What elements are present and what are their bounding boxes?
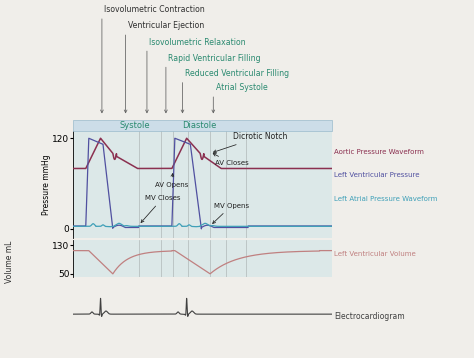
Text: Electrocardiogram: Electrocardiogram [334,312,405,321]
Text: Isovolumetric Contraction: Isovolumetric Contraction [104,5,205,14]
Text: Atrial Systole: Atrial Systole [216,83,267,92]
Text: AV Opens: AV Opens [155,174,188,188]
Text: Left Ventricular Volume: Left Ventricular Volume [334,251,416,257]
Text: Aortic Pressure Waveform: Aortic Pressure Waveform [334,149,424,155]
Text: Left Atrial Pressure Waveform: Left Atrial Pressure Waveform [334,196,438,202]
Text: Reduced Ventricular Filling: Reduced Ventricular Filling [185,69,289,78]
Text: Volume mL: Volume mL [5,240,14,282]
Text: MV Closes: MV Closes [141,195,180,222]
Text: MV Opens: MV Opens [213,203,249,223]
Text: Ventricular Ejection: Ventricular Ejection [128,21,204,30]
Text: Isovolumetric Relaxation: Isovolumetric Relaxation [149,38,246,47]
Text: AV Closes: AV Closes [213,154,249,166]
Text: Rapid Ventricular Filling: Rapid Ventricular Filling [168,54,261,63]
Y-axis label: Pressure mmHg: Pressure mmHg [42,154,51,215]
Text: Dicrotic Notch: Dicrotic Notch [213,132,288,153]
Text: Left Ventricular Pressure: Left Ventricular Pressure [334,173,419,178]
Text: Diastole: Diastole [182,121,216,130]
Text: Systole: Systole [120,121,151,130]
Bar [73,120,332,131]
